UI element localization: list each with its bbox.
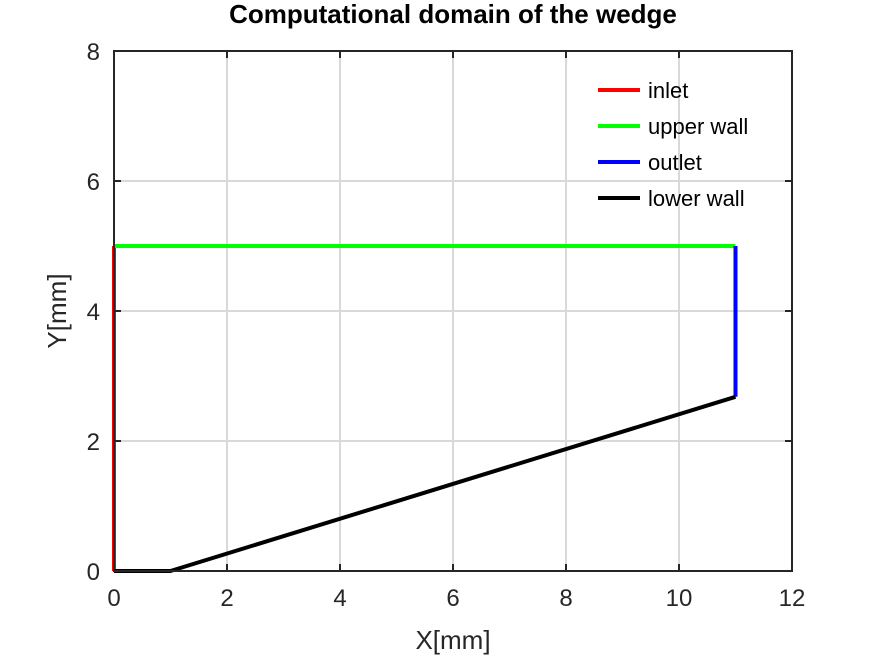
x-axis-label: X[mm] <box>415 625 490 655</box>
x-tick-label: 0 <box>107 585 120 612</box>
y-tick-label: 0 <box>87 559 100 586</box>
y-axis-label: Y[mm] <box>42 273 72 348</box>
x-tick-label: 4 <box>333 585 346 612</box>
y-tick-label: 4 <box>87 299 100 326</box>
legend-label-inlet: inlet <box>648 78 688 103</box>
legend-label-lower-wall: lower wall <box>648 186 745 211</box>
x-tick-label: 8 <box>559 585 572 612</box>
legend-label-outlet: outlet <box>648 150 702 175</box>
y-tick-label: 8 <box>87 39 100 66</box>
chart-title: Computational domain of the wedge <box>229 0 677 29</box>
x-tick-label: 12 <box>779 585 806 612</box>
y-tick-label: 2 <box>87 429 100 456</box>
x-tick-label: 6 <box>446 585 459 612</box>
legend: inlet upper wall outlet lower wall <box>598 78 748 211</box>
legend-label-upper-wall: upper wall <box>648 114 748 139</box>
x-tick-label: 10 <box>666 585 693 612</box>
ticks: 0 2 4 6 8 10 12 0 2 4 6 8 <box>87 39 806 612</box>
x-tick-label: 2 <box>220 585 233 612</box>
y-tick-label: 6 <box>87 169 100 196</box>
